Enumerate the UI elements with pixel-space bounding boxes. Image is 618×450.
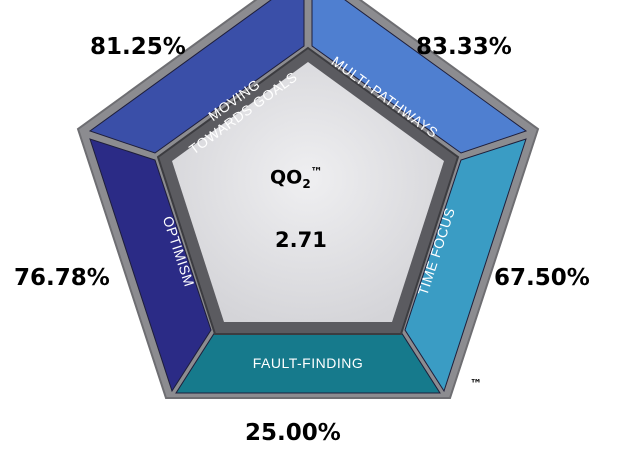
- percent-time-focus: 67.50%: [494, 265, 590, 291]
- center-title-subscript: 2: [302, 177, 311, 192]
- percent-fault-finding: 25.00%: [245, 420, 341, 446]
- percent-multi-pathways: 83.33%: [416, 34, 512, 60]
- percent-moving-towards-goals: 81.25%: [90, 34, 186, 60]
- center-value: 2.71: [275, 228, 327, 252]
- segment-moving-towards-goals: [88, 0, 305, 154]
- segment-optimism: [89, 138, 212, 393]
- segment-time-focus: [404, 138, 527, 393]
- trademark-mark: ™: [470, 377, 482, 391]
- segment-multi-pathways: [311, 0, 528, 154]
- center-title: QO2™: [270, 166, 323, 190]
- inner-pentagon: [172, 62, 444, 322]
- center-title-main: QO: [270, 166, 303, 189]
- center-title-trademark: ™: [310, 165, 323, 179]
- percent-optimism: 76.78%: [14, 265, 110, 291]
- label-fault-finding: FAULT-FINDING: [253, 355, 363, 371]
